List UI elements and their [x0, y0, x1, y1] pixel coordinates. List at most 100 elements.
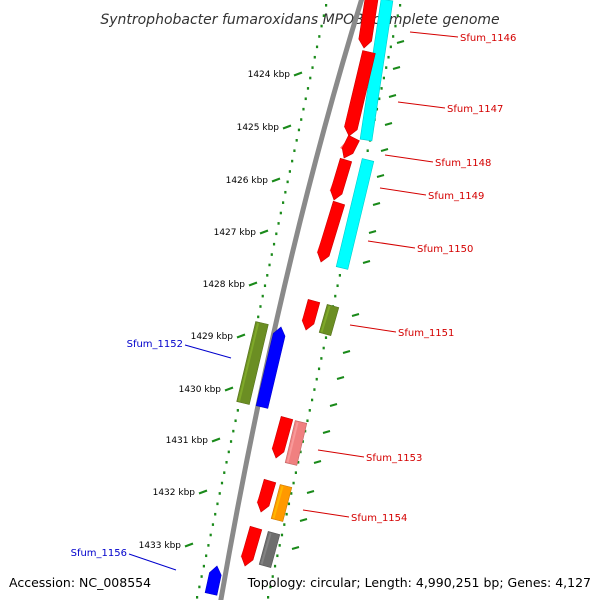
accession-text: Accession: NC_008554 [9, 575, 151, 590]
scale-tick [259, 229, 269, 235]
scale-dot-outer [317, 367, 321, 371]
scale-dot-outer [396, 14, 399, 17]
scale-dot-outer [311, 398, 314, 402]
gene-label-sfum-1151[interactable]: Sfum_1151 [398, 328, 454, 339]
gene-sfum-1146-block-highlight [359, 0, 369, 40]
scale-tick-label: 1429 kbp [191, 332, 234, 342]
gene-label-sfum-1154[interactable]: Sfum_1154 [351, 513, 407, 524]
gene-label-sfum-1146[interactable]: Sfum_1146 [460, 33, 516, 44]
gene-sfum-1156-block [204, 565, 222, 596]
leader-line [379, 187, 427, 196]
scale-dot-inner [266, 274, 269, 277]
scale-tick-label: 1431 kbp [166, 436, 209, 446]
scale-dot-outer [394, 24, 397, 28]
feature-tick [299, 518, 308, 522]
scale-dot-outer [389, 45, 392, 49]
scale-tick-label: 1426 kbp [226, 176, 269, 186]
gene-sfum-1151-block [301, 299, 321, 331]
gene-pink-block [284, 420, 308, 466]
gene-sfum-1149-block-highlight [329, 159, 344, 192]
scale-dot-outer [313, 388, 316, 391]
gene-sfum-1148-block [340, 134, 360, 159]
feature-tick [342, 350, 351, 354]
leader-line [128, 553, 177, 571]
scale-tick-label: 1427 kbp [214, 228, 257, 238]
scale-dot-inner [302, 107, 305, 111]
scale-dot-inner [232, 429, 235, 433]
gene-sfum-1146-block-body [358, 0, 379, 49]
scale-dot-outer [334, 294, 337, 298]
gene-sfum-1154-block [256, 478, 277, 513]
scale-dot-inner [318, 35, 321, 38]
gene-block-cyan-1-highlight [361, 0, 385, 139]
scale-dot-inner [263, 284, 267, 288]
gene-label-sfum-1156[interactable]: Sfum_1156 [71, 548, 127, 559]
gene-label-sfum-1147[interactable]: Sfum_1147 [447, 104, 503, 115]
scale-dot-inner [234, 419, 237, 423]
scale-dot-outer [278, 544, 281, 547]
gene-block-cyan-1 [359, 0, 394, 142]
scale-dot-inner [297, 128, 301, 132]
gene-label-sfum-1152[interactable]: Sfum_1152 [127, 339, 183, 350]
gene-label-sfum-1148[interactable]: Sfum_1148 [435, 158, 491, 169]
scale-tick [184, 542, 194, 548]
leader-line [384, 154, 434, 163]
label-leader-lines [128, 31, 459, 571]
scale-dot-outer [308, 409, 311, 412]
leader-line [397, 101, 446, 109]
gene-sfum-1154-block-highlight [256, 480, 268, 504]
scale-dot-outer [292, 481, 295, 485]
gene-sfum-1147-block [344, 50, 376, 137]
scale-dot-outer [306, 419, 309, 423]
gene-sfum-1152-block-highlight [238, 322, 260, 402]
scale-dot-inner [236, 409, 239, 412]
gene-orange-block-highlight [272, 485, 284, 519]
scale-dot-outer [315, 377, 318, 381]
scale-dot-outer [269, 585, 272, 589]
leader-line [302, 509, 350, 518]
gene-block-cyan-2-highlight [337, 159, 366, 267]
gene-label-sfum-1149[interactable]: Sfum_1149 [428, 191, 484, 202]
scale-dot-inner [198, 585, 201, 589]
gene-sfum-1147-block-body [344, 50, 376, 137]
scale-dot-inner [306, 87, 310, 90]
feature-tick [336, 376, 345, 380]
scale-tick [271, 177, 281, 183]
scale-tick [224, 386, 234, 392]
leader-line [367, 240, 416, 249]
scale-dot-inner [277, 222, 280, 225]
gene-block-cyan-2 [335, 158, 375, 270]
scale-tick-label: 1428 kbp [203, 280, 246, 290]
feature-tick [376, 174, 385, 178]
gene-sfum-1152-block [236, 321, 269, 405]
gene-red-extra-highlight [240, 527, 254, 558]
scale-dot-outer [320, 357, 323, 360]
topology-text: Topology: circular; Length: 4,990,251 bp… [247, 575, 591, 590]
feature-tick [362, 260, 371, 264]
scale-dot-outer [301, 440, 304, 443]
scale-dot-outer [382, 76, 385, 80]
gene-label-sfum-1153[interactable]: Sfum_1153 [366, 453, 422, 464]
gene-sfum-1150-block-highlight [316, 202, 337, 254]
feature-tick [384, 122, 393, 126]
gene-gray-block-body [258, 531, 281, 568]
scale-dot-inner [205, 554, 208, 558]
scale-dot-inner [322, 14, 325, 17]
scale-dot-inner [268, 263, 271, 267]
gene-sfum-1156-block-highlight [206, 572, 215, 593]
gene-sfum-1146-block [358, 0, 379, 49]
scale-tick-label: 1424 kbp [248, 70, 291, 80]
scale-dot-inner [211, 523, 215, 526]
feature-tick [392, 66, 401, 70]
scale-dot-outer [294, 471, 297, 474]
feature-tick [313, 460, 322, 464]
scale-dot-inner [295, 139, 298, 142]
scale-dot-inner [293, 149, 296, 153]
gene-label-sfum-1150[interactable]: Sfum_1150 [417, 244, 473, 255]
scale-dot-outer [385, 66, 388, 69]
scale-dot-inner [286, 180, 289, 184]
feature-tick [306, 490, 315, 494]
scale-dot-inner [284, 190, 287, 194]
scale-tick-label: 1430 kbp [179, 385, 222, 395]
